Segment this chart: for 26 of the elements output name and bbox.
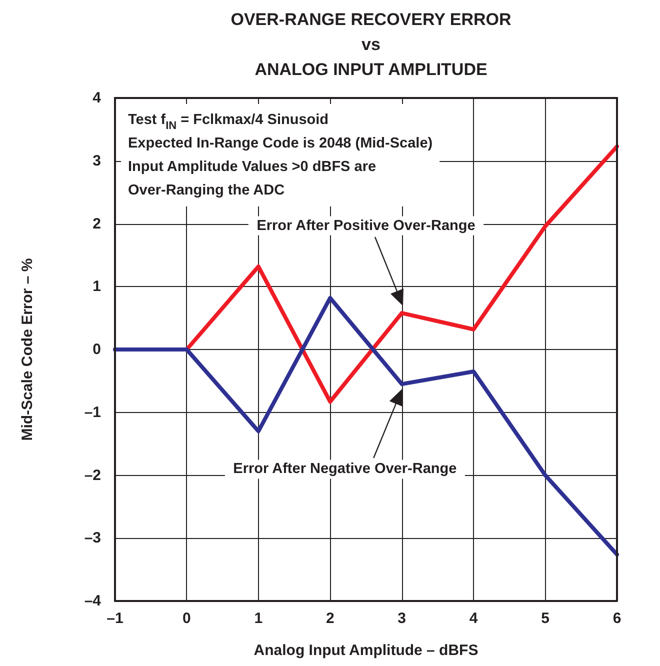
text: Error After Negative Over-Range xyxy=(233,461,457,478)
line-series xyxy=(113,296,619,556)
x-tick-label: 4 xyxy=(469,610,478,627)
annotation: Expected In-Range Code is 2048 (Mid-Scale) xyxy=(128,135,433,152)
y-tick-label: 0 xyxy=(92,341,101,358)
y-tick-label: –4 xyxy=(84,592,102,610)
x-tick-label: 2 xyxy=(326,610,334,627)
y-tick-label: –2 xyxy=(84,466,101,484)
y-tick-label: –3 xyxy=(84,530,101,547)
chart-title: OVER-RANGE RECOVERY ERROR vs ANALOG INPUT AMPLITUDE xyxy=(230,10,512,79)
x-tick-label: 3 xyxy=(398,610,406,627)
x-tick-label: –1 xyxy=(106,610,124,627)
x-tick-label: 5 xyxy=(541,610,550,627)
y-tick-label: –1 xyxy=(84,404,101,421)
x-tick-label: 0 xyxy=(182,610,191,627)
annotation: Over-Ranging the ADC xyxy=(128,182,286,199)
annotation: Input Amplitude Values >0 dBFS are xyxy=(128,159,376,175)
y-axis-title: Mid-Scale Code Error – % xyxy=(19,258,36,441)
y-tick-label: 1 xyxy=(92,278,101,296)
y-tick-label: 2 xyxy=(92,215,101,232)
text: Error After Positive Over-Range xyxy=(256,218,476,234)
x-tick-label: 6 xyxy=(612,610,622,627)
x-tick-label: 1 xyxy=(254,610,263,627)
y-tick-label: 4 xyxy=(92,90,102,106)
y-tick-label: 3 xyxy=(92,152,101,170)
x-axis-title: Analog Input Amplitude – dBFS xyxy=(254,642,478,659)
